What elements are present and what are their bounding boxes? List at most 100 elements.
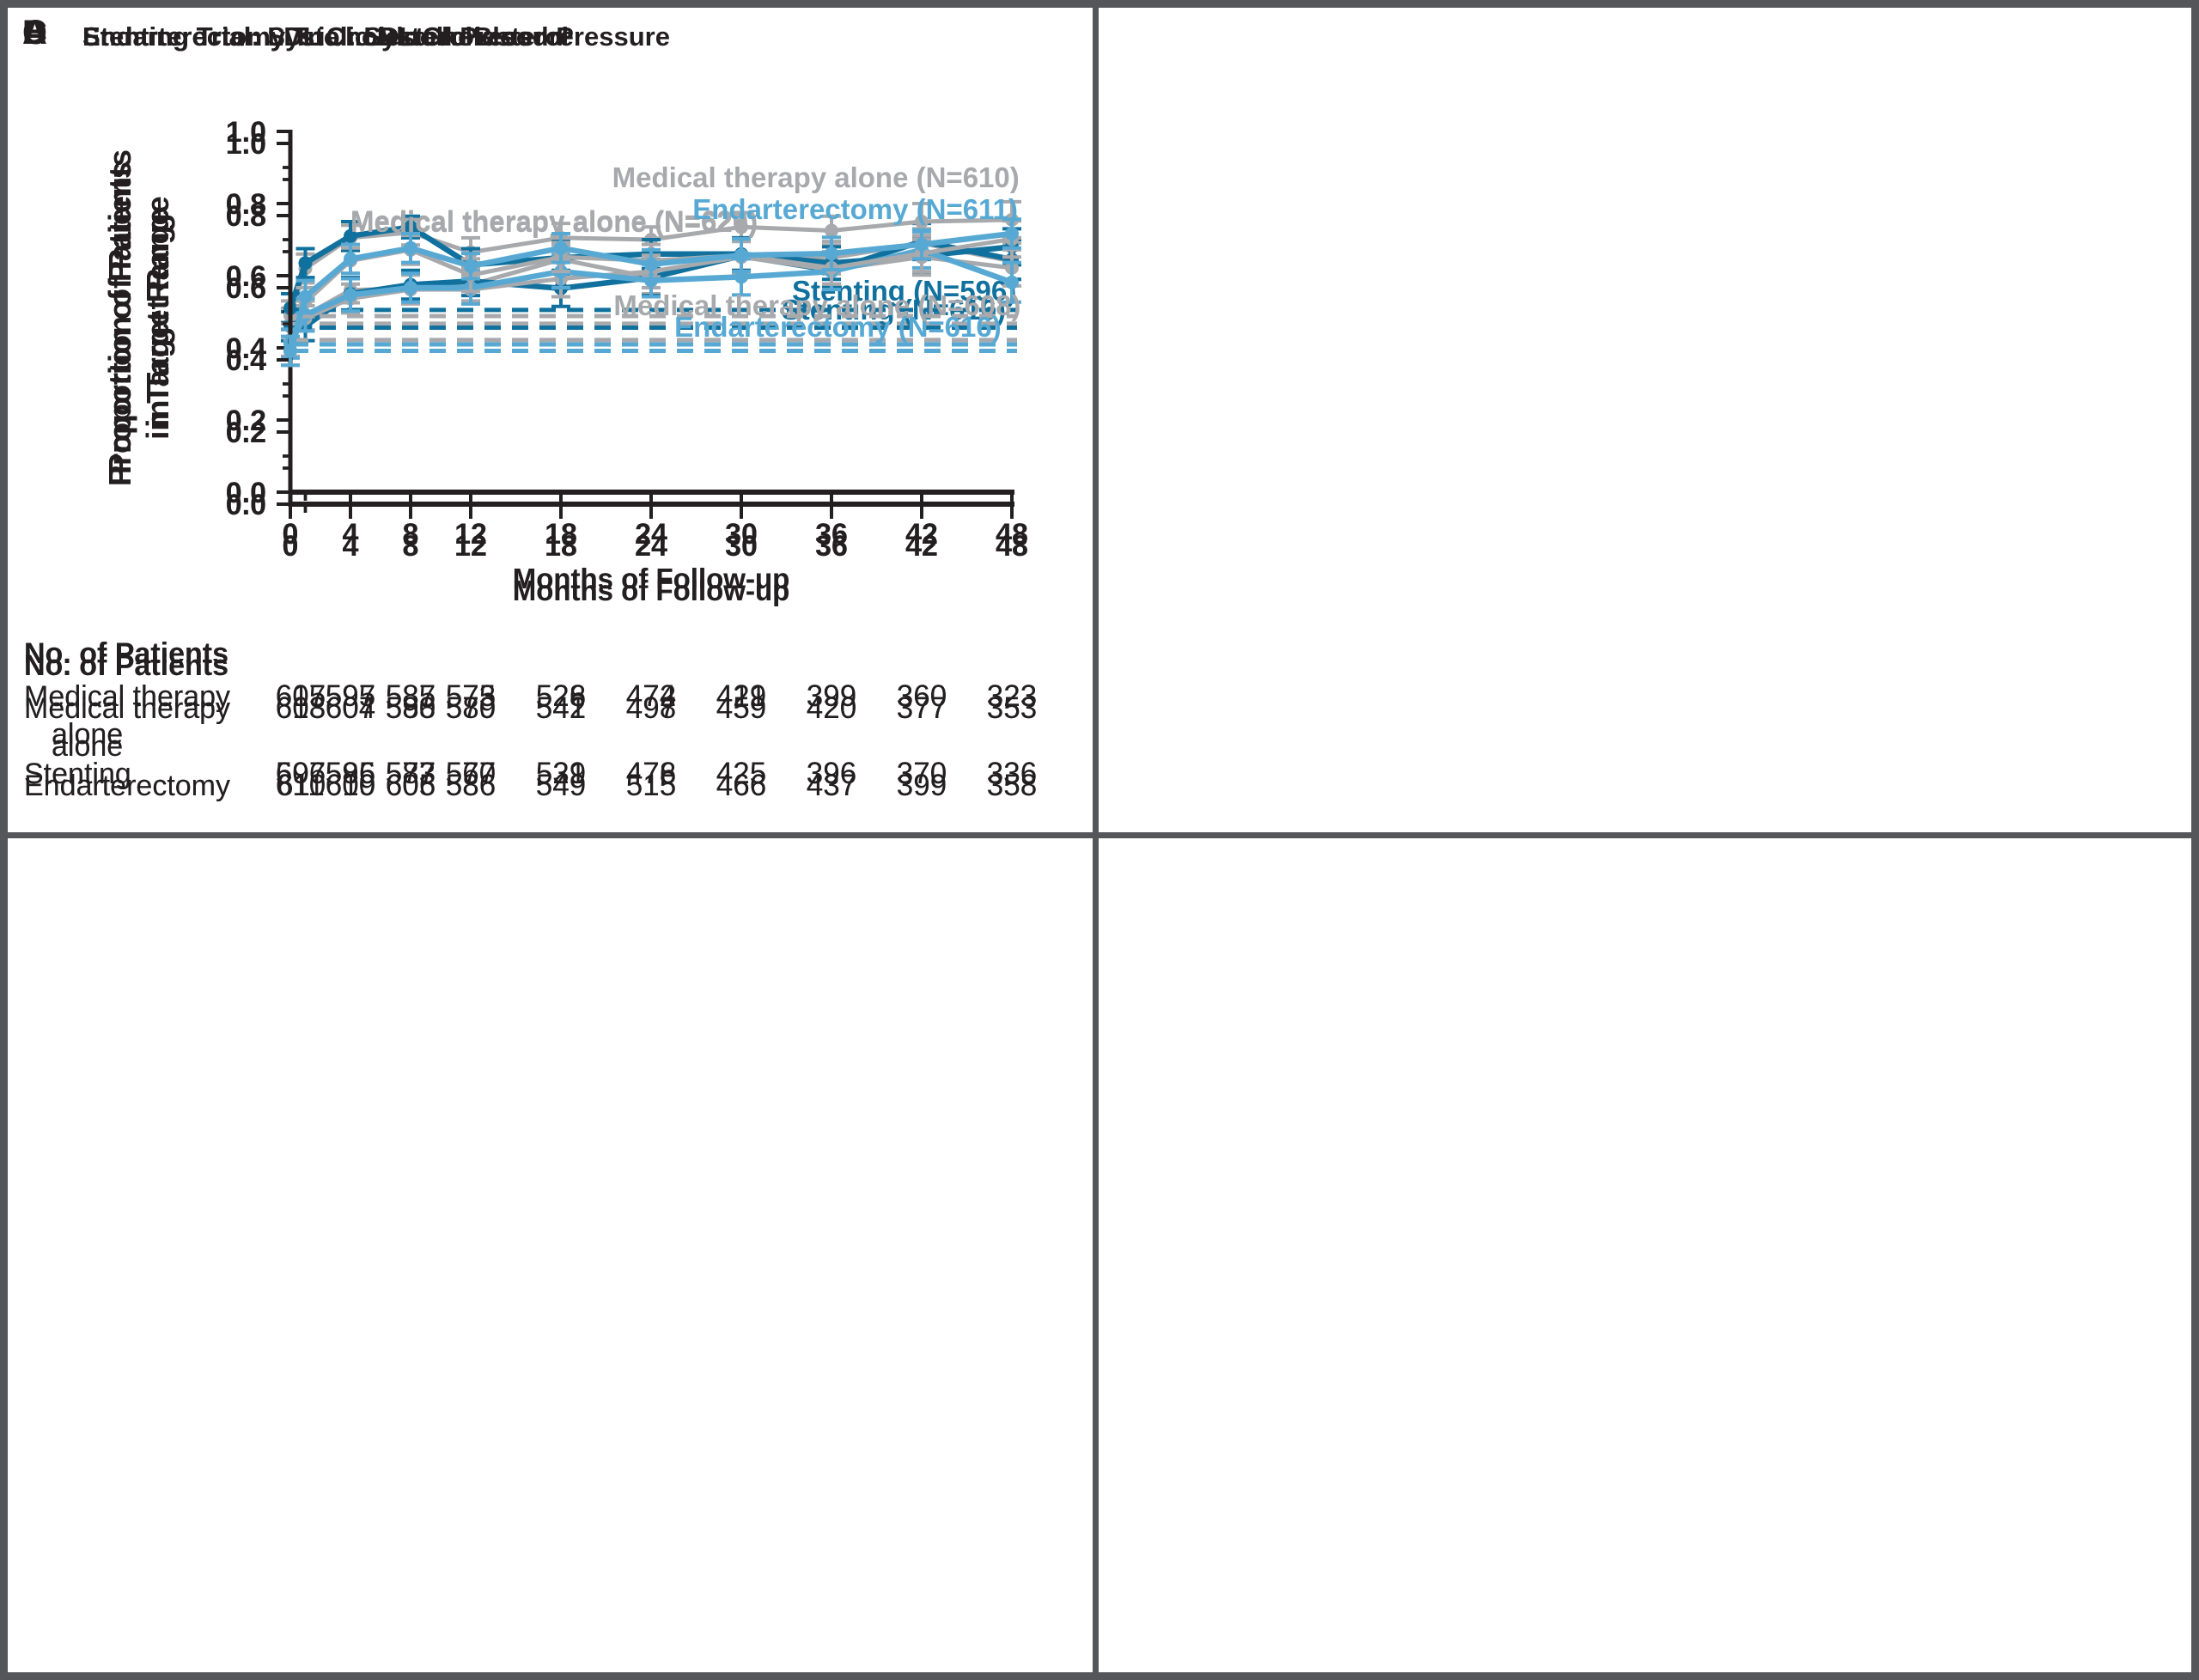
y-tick-label: 0.2	[226, 405, 266, 437]
y-tick-label: 0.0	[226, 477, 266, 509]
table-cell: 567	[446, 757, 496, 790]
y-tick-label: 1.0	[226, 128, 266, 161]
y-tick-label: 0.0	[226, 489, 266, 521]
data-point	[344, 288, 357, 302]
x-tick-label: 36	[815, 530, 848, 563]
table-cell: 586	[446, 769, 496, 802]
table-cell: 608	[276, 691, 326, 725]
data-point	[1005, 275, 1019, 289]
table-cell: 399	[897, 769, 947, 802]
y-tick-label: 0.8	[226, 188, 266, 221]
y-tick-label: 0.0	[226, 477, 266, 509]
x-tick-label: 12	[454, 530, 487, 563]
x-tick-label: 30	[725, 530, 758, 563]
y-axis-title-line1: Proportion of Patients	[102, 161, 137, 486]
table-cell: 421	[716, 679, 766, 713]
x-tick-label: 36	[815, 530, 848, 563]
table-cell: 607	[276, 757, 326, 790]
table-cell: 549	[536, 769, 586, 802]
panel-letter: B	[22, 14, 47, 52]
x-tick-label: 12	[454, 530, 487, 563]
table-cell: 585	[386, 679, 436, 713]
x-axis-title: Months of Follow-up	[513, 563, 790, 594]
data-point	[734, 220, 748, 234]
y-axis-title-line1: Proportion of Patients	[102, 149, 137, 474]
table-cell: 420	[807, 691, 856, 725]
table-cell: 596	[276, 757, 326, 790]
table-cell: 529	[536, 757, 586, 790]
panel-letter: D	[22, 14, 47, 52]
table-row-label: alone	[52, 718, 123, 751]
table-cell: 396	[807, 757, 856, 790]
table-cell: 336	[987, 757, 1037, 790]
table-cell: 353	[987, 691, 1037, 725]
y-tick-label: 0.2	[226, 417, 266, 449]
data-point	[915, 237, 929, 252]
series-label: Endarterectomy (N=611)	[692, 193, 1018, 225]
table-cell: 437	[807, 769, 856, 802]
y-axis-title-line2: in Target Range	[140, 208, 175, 439]
table-cell: 472	[626, 679, 676, 713]
table-cell: 577	[386, 757, 436, 790]
table-header: No. of Patients	[24, 637, 228, 670]
table-cell: 588	[386, 691, 436, 725]
table-cell: 370	[897, 757, 947, 790]
table-cell: 437	[807, 769, 856, 802]
table-cell: 466	[716, 769, 766, 802]
y-tick-label: 1.0	[226, 116, 266, 149]
x-tick-label: 24	[635, 518, 667, 551]
table-cell: 597	[326, 679, 375, 713]
y-tick-label: 0.6	[226, 272, 266, 305]
table-cell: 358	[987, 769, 1037, 802]
table-cell: 541	[536, 691, 586, 725]
x-tick-label: 18	[545, 518, 577, 551]
table-cell: 370	[897, 757, 947, 790]
table-row-label: alone	[52, 718, 123, 751]
table-cell: 399	[897, 769, 947, 802]
chart-svg-c: 0.00.20.40.60.81.00 4 8 12 18 24 30 36 42 48Month…	[24, 128, 1037, 802]
table-cell: 610	[326, 769, 375, 802]
table-cell: 611	[277, 769, 325, 802]
table-cell: 478	[626, 757, 676, 790]
data-point	[404, 220, 417, 234]
panel-title: Endarterectomy Trial: Systolic Blood Pre…	[82, 21, 670, 52]
y-tick-label: 0.4	[226, 344, 266, 377]
x-tick-label: 42	[905, 518, 938, 551]
data-point	[344, 252, 357, 266]
table-cell: 583	[386, 757, 436, 790]
y-tick-label: 1.0	[226, 128, 266, 161]
chart-svg-b: 0.00.20.40.60.81.00 4 8 12 18 24 30 36 42 48Month…	[24, 116, 1037, 790]
table-cell: 498	[626, 691, 676, 725]
table-row-label: Medical therapy	[24, 680, 230, 713]
x-tick-label: 0	[283, 530, 299, 563]
table-cell: 605	[386, 769, 436, 802]
panel-divider-horizontal	[0, 832, 2199, 838]
data-point	[1005, 227, 1019, 240]
table-cell: 573	[446, 679, 496, 713]
table-header: No. of Patients	[24, 637, 228, 670]
series-label: Medical therapy alone (N=610)	[612, 161, 1020, 193]
series-label: Medical therapy alone (N=608)	[613, 289, 1020, 321]
y-axis-title-line2: in Target Range	[140, 208, 175, 439]
data-point	[404, 281, 417, 295]
x-tick-label: 8	[403, 518, 419, 551]
table-cell: 590	[386, 691, 436, 725]
table-cell: 595	[326, 679, 375, 713]
table-row-label: Endarterectomy	[24, 770, 230, 802]
x-tick-label: 8	[403, 530, 419, 563]
data-point	[825, 247, 838, 261]
table-row-label: Medical therapy	[24, 692, 230, 725]
table-cell: 515	[626, 769, 676, 802]
table-cell: 459	[716, 691, 766, 725]
x-tick-label: 24	[635, 530, 667, 563]
table-row-label: Medical therapy	[24, 680, 230, 713]
table-cell: 528	[536, 679, 586, 713]
x-tick-label: 24	[635, 518, 667, 551]
table-cell: 586	[326, 757, 375, 790]
table-cell: 425	[716, 757, 766, 790]
y-axis-title-line1: Proportion of Patients	[102, 149, 137, 474]
y-tick-label: 0.8	[226, 200, 266, 233]
panel-c: 0.0 0.2 0.4 0.6 0.8 1.0 0 4 8 12 18 24 30 36 42 48 Month…	[0, 0, 1100, 840]
x-tick-label: 18	[545, 530, 577, 563]
data-point	[644, 257, 658, 271]
